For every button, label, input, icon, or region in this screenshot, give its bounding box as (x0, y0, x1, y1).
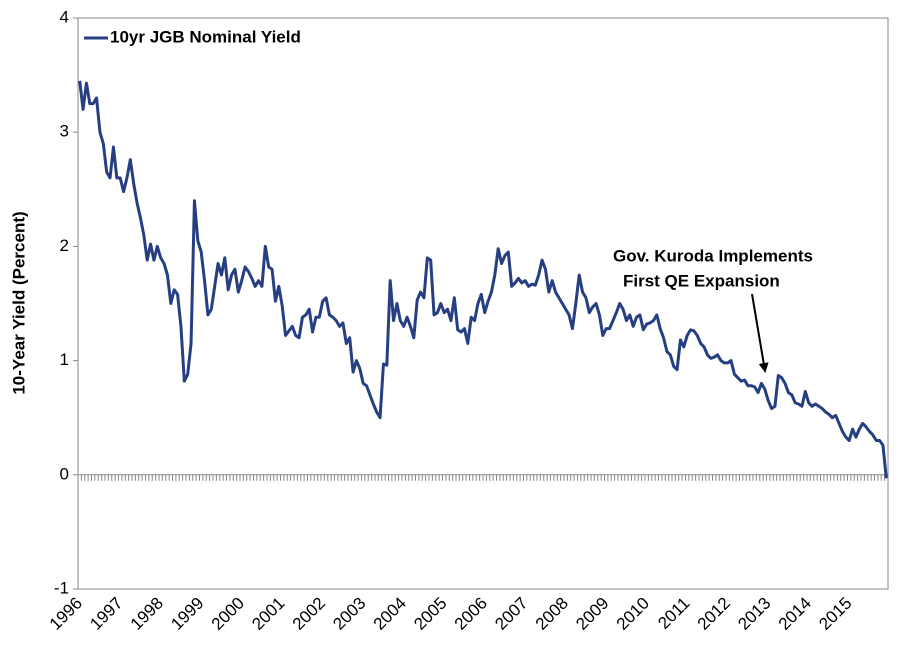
x-tick-label: 2008 (532, 594, 572, 634)
series-line (78, 80, 888, 479)
x-tick-label: 2013 (734, 594, 774, 634)
x-tick-label: 2005 (410, 594, 450, 634)
y-tick-label: 3 (60, 122, 69, 141)
annotation: Gov. Kuroda Implements (613, 246, 813, 265)
x-tick-label: 1998 (127, 594, 167, 634)
x-tick-label: 2011 (654, 594, 693, 633)
x-tick-label: 1997 (86, 594, 126, 634)
annotation-arrow (751, 293, 769, 373)
legend-label: 10yr JGB Nominal Yield (110, 27, 301, 46)
x-tick-label: 2007 (491, 594, 531, 634)
x-tick-label: 2006 (451, 594, 491, 634)
x-tick-label: 2010 (613, 594, 653, 634)
x-tick-label: 2014 (775, 594, 815, 634)
x-tick-label: 2001 (248, 594, 288, 634)
plot-frame (77, 17, 889, 590)
x-tick-label: 2015 (815, 594, 855, 634)
x-tick-label: 2000 (208, 594, 248, 634)
y-tick-label: 2 (60, 236, 69, 255)
x-tick-label: 2012 (694, 594, 734, 634)
y-tick-label: 4 (60, 7, 69, 26)
x-tick-label: 1999 (167, 594, 207, 634)
y-axis-label: 10-Year Yield (Percent) (9, 211, 28, 394)
annotation: First QE Expansion (623, 271, 780, 290)
x-tick-label: 2004 (370, 594, 410, 634)
x-tick-label: 1996 (46, 594, 86, 634)
x-tick-label: 2003 (329, 594, 369, 634)
x-tick-label: 2002 (289, 594, 329, 634)
y-tick-label: -1 (54, 578, 69, 597)
y-tick-label: 0 (60, 464, 69, 483)
x-tick-label: 2009 (572, 594, 612, 634)
y-tick-label: 1 (60, 350, 69, 369)
